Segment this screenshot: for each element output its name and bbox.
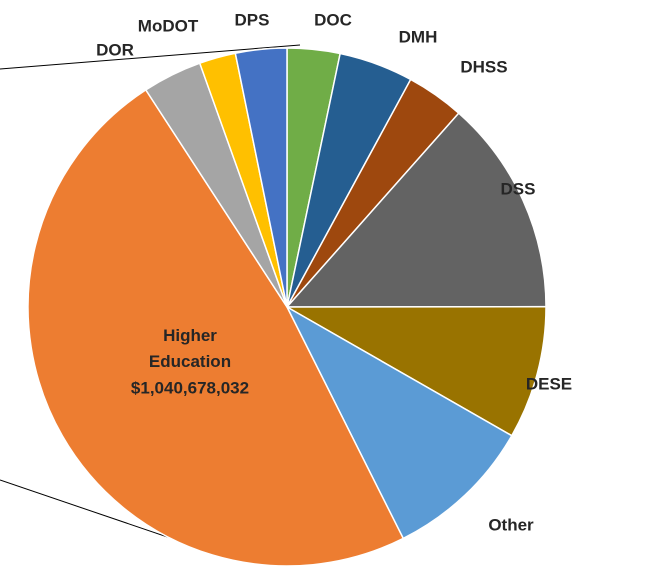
slice-label: MoDOT [138, 16, 199, 35]
slice-label: Other [488, 515, 534, 534]
slice-label-line: Education [149, 352, 231, 371]
slice-label: DSS [501, 179, 536, 198]
leader-line [0, 44, 301, 70]
pie-slice [285, 112, 547, 308]
pie-slice [27, 88, 405, 567]
slice-label: DPS [235, 10, 270, 29]
slice-label: Higher Education [149, 326, 231, 371]
slice-label: DOR [96, 40, 134, 59]
pie-slice [285, 305, 513, 540]
pie-slice [234, 47, 288, 308]
slice-label: DHSS [460, 57, 507, 76]
slice-label-line: Higher [163, 326, 217, 345]
value-label: $1,040,678,032 [131, 378, 249, 397]
slice-label: DMH [399, 27, 438, 46]
slice-label: DESE [526, 374, 572, 393]
pie-slice [284, 305, 547, 437]
slice-label: DOC [314, 10, 352, 29]
